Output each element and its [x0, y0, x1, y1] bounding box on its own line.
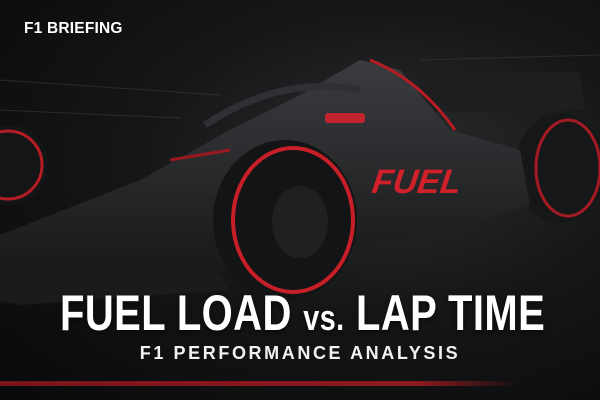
rear-wheel: [515, 113, 600, 223]
subtitle: F1 PERFORMANCE ANALYSIS: [139, 343, 461, 363]
headline-part1: FUEL LOAD: [60, 285, 292, 341]
nose-stripe: [169, 148, 231, 162]
front-wheel: [213, 140, 357, 300]
halo: [203, 83, 361, 128]
headline-part2: LAP TIME: [356, 285, 546, 341]
left-wheel: [0, 125, 48, 205]
car-livery-fuel-text: FUEL: [370, 163, 464, 201]
engine-cover-stripe: [369, 58, 457, 131]
rear-wing: [415, 72, 585, 112]
headline: FUEL LOAD vs. LAP TIME: [60, 285, 545, 343]
accent-divider: [0, 381, 520, 386]
headline-vs: vs.: [303, 297, 345, 338]
front-wing: [0, 250, 230, 305]
brand-logo: F1 BRIEFING: [24, 20, 123, 37]
mirror: [325, 113, 365, 123]
